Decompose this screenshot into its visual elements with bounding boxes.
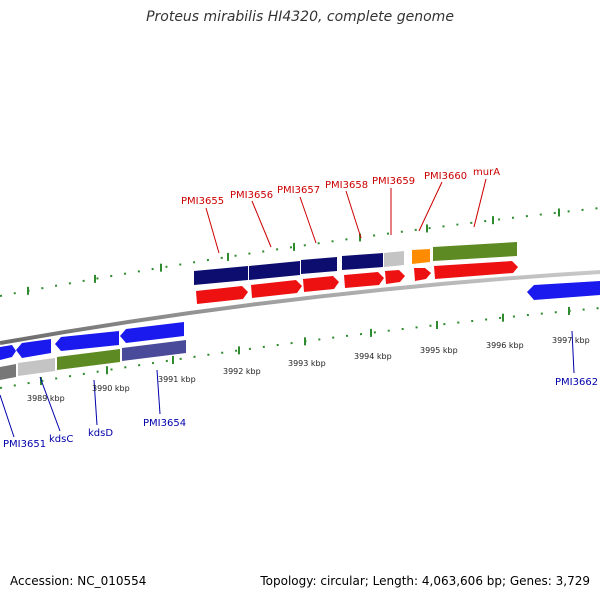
- bottom-leader-lines: [0, 330, 575, 438]
- gene-olive-1[interactable]: [433, 242, 517, 261]
- feature-row-bottom-inner: [0, 340, 186, 380]
- label-pmi3655: PMI3655: [181, 196, 224, 207]
- feature-row-bottom-outer: [0, 322, 184, 360]
- gene-blue-3[interactable]: [55, 331, 119, 351]
- outer-tick-track: [0, 207, 600, 297]
- gene-orange-1[interactable]: [412, 249, 430, 264]
- kbp-label-3991: 3991 kbp: [158, 375, 196, 384]
- feature-row-top-outer: [194, 242, 517, 285]
- gene-red-1[interactable]: [196, 286, 248, 304]
- gene-purple-1[interactable]: [122, 340, 186, 361]
- kbp-label-3989: 3989 kbp: [27, 394, 65, 403]
- inner-major-ticks: [40, 306, 570, 386]
- label-kdsc: kdsC: [49, 434, 73, 445]
- outer-major-ticks: [27, 208, 560, 295]
- label-pmi3656: PMI3656: [230, 190, 273, 201]
- top-leader-lines: [205, 178, 487, 254]
- label-pmi3662: PMI3662: [555, 377, 598, 388]
- label-pmi3654: PMI3654: [143, 418, 186, 429]
- feature-row-top-inner: [196, 261, 518, 304]
- gene-red-4[interactable]: [344, 272, 384, 288]
- gene-red-5[interactable]: [385, 270, 405, 284]
- label-pmi3659: PMI3659: [372, 176, 415, 187]
- genome-summary-text: Topology: circular; Length: 4,063,606 bp…: [260, 574, 590, 588]
- inner-tick-track: [0, 307, 600, 389]
- kbp-label-3996: 3996 kbp: [486, 341, 524, 350]
- accession-text: Accession: NC_010554: [10, 574, 147, 588]
- gene-blue-2[interactable]: [16, 339, 51, 358]
- label-pmi3658: PMI3658: [325, 180, 368, 191]
- gene-navy-4[interactable]: [342, 253, 383, 270]
- label-kdsd: kdsD: [88, 428, 113, 439]
- map-title: Proteus mirabilis HI4320, complete genom…: [146, 9, 454, 25]
- gene-blue-pmi3662[interactable]: [527, 281, 600, 300]
- kbp-label-3995: 3995 kbp: [420, 346, 458, 355]
- gene-gray-1[interactable]: [384, 251, 404, 267]
- gene-navy-1[interactable]: [194, 266, 248, 285]
- gene-darkgray-1[interactable]: [0, 364, 16, 380]
- gene-red-2[interactable]: [251, 280, 302, 298]
- kbp-label-3990: 3990 kbp: [92, 384, 130, 393]
- gene-blue-4[interactable]: [120, 322, 184, 343]
- gene-navy-3[interactable]: [301, 257, 337, 274]
- genome-backbone: [0, 270, 600, 345]
- kbp-label-3997: 3997 kbp: [552, 336, 590, 345]
- gene-navy-2[interactable]: [249, 261, 300, 280]
- label-pmi3660: PMI3660: [424, 171, 467, 182]
- gene-blue-1[interactable]: [0, 345, 16, 360]
- gene-red-7[interactable]: [434, 261, 518, 279]
- label-mura: murA: [473, 167, 500, 178]
- kbp-label-3993: 3993 kbp: [288, 359, 326, 368]
- gene-red-6[interactable]: [414, 268, 431, 281]
- kbp-label-3994: 3994 kbp: [354, 352, 392, 361]
- label-pmi3651: PMI3651: [3, 439, 46, 450]
- gene-red-3[interactable]: [303, 276, 339, 292]
- kbp-label-3992: 3992 kbp: [223, 367, 261, 376]
- gene-olive-2[interactable]: [57, 349, 120, 370]
- gene-gray-2[interactable]: [18, 358, 55, 376]
- label-pmi3657: PMI3657: [277, 185, 320, 196]
